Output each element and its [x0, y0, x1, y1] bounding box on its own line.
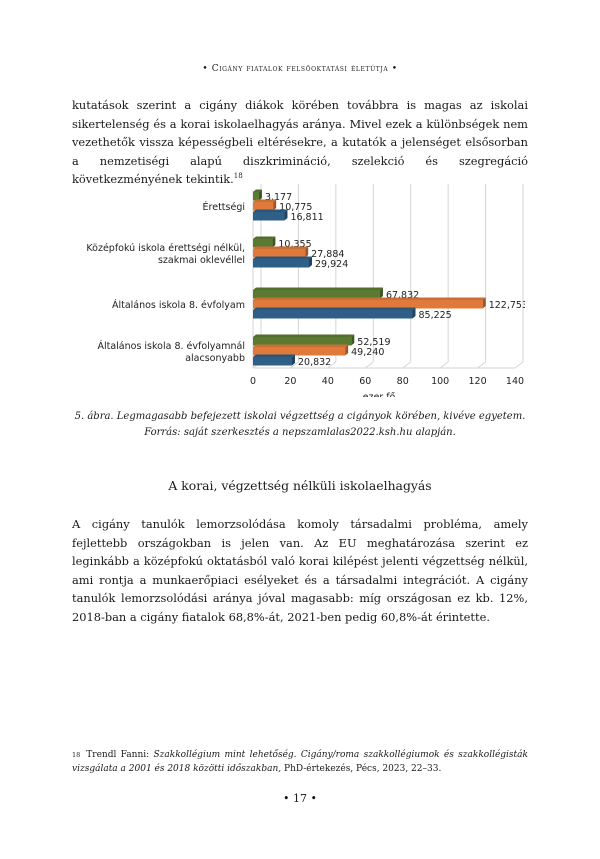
- category-label: Középfokú iskola érettségi nélkül,: [86, 243, 245, 254]
- figure-caption-line1: 5. ábra. Legmagasabb befejezett iskolai …: [74, 411, 526, 422]
- category-label: Általános iskola 8. évfolyam: [112, 299, 245, 311]
- category-label: Érettségi: [203, 201, 245, 213]
- bar-top: [253, 199, 277, 202]
- x-tick-label: 20: [284, 376, 296, 387]
- x-tick-label: 60: [359, 376, 371, 387]
- bar-side: [272, 236, 276, 248]
- bar-top: [253, 287, 383, 290]
- bar: [253, 249, 306, 258]
- bar-top: [253, 297, 486, 300]
- bar: [253, 337, 352, 346]
- x-axis-title: ezer fő: [363, 392, 396, 397]
- figure-caption: 5. ábra. Legmagasabb befejezett iskolai …: [60, 409, 540, 441]
- bar-side: [412, 307, 416, 319]
- bar: [253, 239, 273, 248]
- bar-top: [253, 209, 288, 212]
- data-label: 67,832: [386, 290, 419, 301]
- data-label: 10,355: [278, 239, 311, 250]
- data-label: 85,225: [418, 310, 451, 321]
- category-label: Általános iskola 8. évfolyamnál: [97, 340, 245, 352]
- x-tick-label: 80: [397, 376, 409, 387]
- bar: [253, 357, 292, 366]
- data-label: 16,811: [290, 212, 323, 223]
- bar-top: [253, 246, 309, 249]
- page-number: • 17 •: [283, 792, 317, 805]
- data-label: 52,519: [357, 337, 390, 348]
- bar-side: [305, 246, 309, 258]
- running-head: • Cigány fiatalok felsőoktatási életútja…: [202, 64, 398, 74]
- bar-top: [253, 236, 276, 239]
- gridline-floor: [364, 361, 374, 369]
- bar-side: [273, 199, 277, 211]
- bar-side: [309, 256, 313, 268]
- paragraph-intro: kutatások szerint a cigány diákok körébe…: [72, 96, 528, 189]
- bar-side: [291, 354, 295, 366]
- x-tick-label: 0: [250, 376, 256, 387]
- data-label: 49,240: [351, 347, 384, 358]
- gridline-floor: [439, 361, 449, 369]
- data-label: 122,753: [489, 300, 525, 311]
- bar: [253, 202, 274, 211]
- bar: [253, 259, 310, 268]
- bar: [253, 300, 483, 309]
- gridline-floor: [290, 361, 299, 369]
- bar-side: [345, 344, 349, 356]
- bar-side: [258, 189, 262, 201]
- x-tick-label: 140: [506, 376, 524, 387]
- category-label: szakmai oklevéllel: [158, 255, 245, 266]
- bar-side: [379, 287, 383, 299]
- footnote-reference[interactable]: 18: [233, 172, 243, 181]
- bar-top: [253, 354, 295, 357]
- data-label: 27,884: [311, 249, 344, 260]
- data-label: 29,924: [315, 259, 348, 270]
- bar-top: [253, 189, 262, 192]
- bar-top: [253, 256, 313, 259]
- footnote-author: Trendl Fanni:: [86, 750, 150, 760]
- data-label: 3,177: [265, 192, 292, 203]
- bar: [253, 212, 285, 221]
- paragraph-dropout: A cigány tanulók lemorzsolódása komoly t…: [72, 517, 528, 624]
- bar-side: [482, 297, 486, 309]
- data-label: 20,832: [298, 357, 331, 368]
- category-label: alacsonyabb: [185, 353, 245, 364]
- bar-top: [253, 334, 355, 337]
- bar-side: [351, 334, 355, 346]
- data-label: 10,775: [279, 202, 312, 213]
- bar: [253, 310, 413, 319]
- gridline-floor: [402, 361, 412, 369]
- bar-top: [253, 307, 416, 310]
- x-tick-label: 100: [431, 376, 449, 387]
- bar: [253, 192, 259, 201]
- footnote-number: 18: [72, 751, 81, 759]
- paragraph-intro-text: kutatások szerint a cigány diákok körébe…: [72, 98, 528, 186]
- x-tick-label: 40: [322, 376, 334, 387]
- bar: [253, 290, 380, 299]
- gridline-floor: [327, 361, 337, 369]
- bar: [253, 347, 346, 356]
- footnote-rest: PhD-értekezés, Pécs, 2023, 22–33.: [284, 764, 442, 774]
- x-tick-label: 120: [469, 376, 487, 387]
- footnote: 18 Trendl Fanni: Szakkollégium mint lehet…: [72, 748, 528, 776]
- bar-top: [253, 344, 349, 347]
- gridline-floor: [514, 361, 524, 369]
- section-title: A korai, végzettség nélküli iskolaelhagy…: [168, 478, 432, 493]
- bar-side: [284, 209, 288, 221]
- footnote-title: Szakkollégium mint lehetőség. Cigány/rom…: [72, 750, 528, 774]
- figure-caption-source: Forrás: saját szerkesztés a nepszamlalas…: [144, 427, 456, 438]
- gridline-floor: [477, 361, 486, 369]
